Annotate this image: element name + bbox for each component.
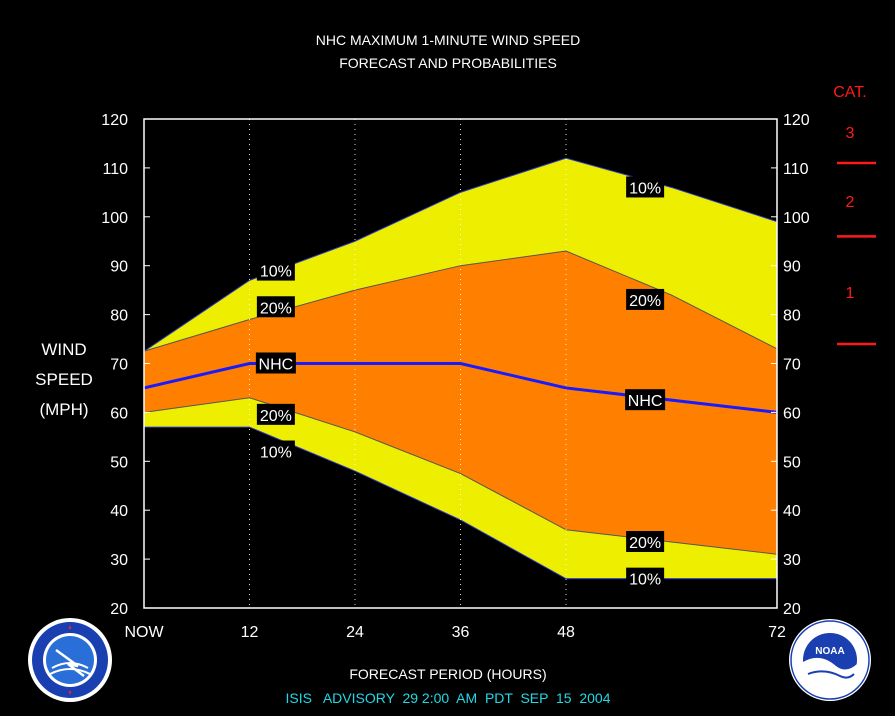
y-tick-label-left: 60 [110,405,128,422]
y-axis-right: 20 30 40 50 60 70 80 90 100 110 120 [771,112,810,618]
category-2-label: 2 [846,194,855,211]
y-axis-label: WIND SPEED (MPH) [35,340,93,419]
chart-title-line2: FORECAST AND PROBABILITIES [339,55,557,71]
x-tick-label: 72 [768,624,786,641]
x-tick-label: NOW [124,624,164,641]
chart-title-line1: NHC MAXIMUM 1-MINUTE WIND SPEED [316,32,580,48]
y-tick-label-right: 30 [783,552,801,569]
y-tick-label-right: 70 [783,357,801,374]
curve-label: NHC [259,357,294,374]
y-tick-label-right: 110 [783,161,809,178]
curve-label: 20% [629,293,661,310]
y-tick-label-left: 40 [110,503,128,520]
y-tick-label-left: 90 [110,259,128,276]
y-tick-label-left: 80 [110,308,128,325]
curve-label-bg [626,530,665,552]
y-tick-label-left: 110 [102,161,128,178]
curve-label: 10% [629,180,661,197]
noaa-logo: NOAA [789,619,871,701]
y-axis-label-line1: WIND [41,340,86,359]
y-axis-label-line2: SPEED [35,370,93,389]
x-axis-label: FORECAST PERIOD (HOURS) [349,666,546,682]
curve-label-bg [256,296,295,318]
curve-label-bg [256,259,295,281]
curve-label-bg [626,176,665,198]
curve-label-bg [625,389,666,411]
y-axis-left: 20 30 40 50 60 70 80 90 100 110 120 [101,112,150,618]
curve-label-bg [256,403,295,425]
advisory-line: ISIS ADVISORY 29 2:00 AM PDT SEP 15 2004 [285,690,610,706]
curve-label: 10% [629,572,661,589]
nhc-forecast-line [143,362,778,414]
x-tick-label: 12 [241,624,259,641]
category-1-label: 1 [846,285,855,302]
y-tick-label-left: 100 [101,210,128,227]
y-tick-label-left: 20 [110,601,128,618]
inner-band-20pct [144,251,777,555]
y-tick-label-right: 50 [783,454,801,471]
category-3-label: 3 [846,125,855,142]
y-tick-label-right: 100 [783,210,810,227]
y-tick-label-left: 50 [110,454,128,471]
category-title: CAT. [833,84,866,101]
lower-20pct-line [143,397,778,555]
curve-label: NHC [628,393,663,410]
curve-label: 20% [260,408,292,425]
y-tick-label-right: 80 [783,308,801,325]
curve-label: 20% [629,535,661,552]
curve-label: 10% [260,445,292,462]
y-tick-label-right: 40 [783,503,801,520]
y-tick-label-left: 120 [101,112,128,129]
nws-logo [28,618,112,702]
plot-area: 10% 20% NHC 20% 10% 10% 20% NHC 20% 10% [143,118,778,609]
y-tick-label-left: 30 [110,552,128,569]
x-tick-label: 24 [346,624,364,641]
y-tick-label-left: 70 [110,357,128,374]
curve-label-bg [255,352,296,374]
y-axis-label-line3: (MPH) [39,400,88,419]
upper-10pct-line [143,157,778,352]
curve-label-bg [626,288,665,310]
x-tick-label: 36 [452,624,470,641]
y-tick-label-right: 120 [783,112,810,129]
y-tick-label-right: 60 [783,405,801,422]
curve-label-bg [626,567,665,589]
curve-labels: 10% 20% NHC 20% 10% 10% 20% NHC 20% 10% [255,176,666,589]
y-tick-label-right: 90 [783,259,801,276]
x-tick-label: 48 [557,624,575,641]
curve-label: 20% [260,300,292,317]
noaa-logo-text: NOAA [815,646,844,657]
category-scale: CAT. 3 2 1 [833,84,876,346]
curve-label: 10% [260,264,292,281]
x-axis: NOW 12 24 36 48 72 [124,624,786,641]
y-tick-label-right: 20 [783,601,801,618]
curve-label-bg [256,440,295,462]
